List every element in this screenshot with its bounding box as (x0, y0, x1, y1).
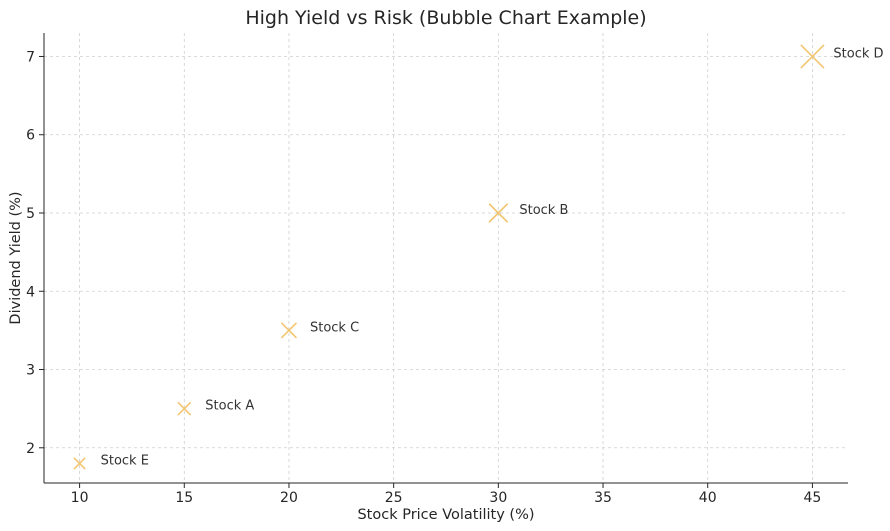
data-point-stroke (488, 203, 509, 223)
grid (44, 33, 848, 483)
point-label: Stock B (519, 203, 568, 218)
data-point (177, 401, 192, 416)
data-point-stroke (177, 401, 192, 416)
y-tick-label: 2 (26, 441, 35, 457)
y-tick-label: 7 (26, 49, 35, 65)
x-tick-label: 35 (594, 490, 612, 506)
x-tick-label: 25 (385, 490, 403, 506)
data-point (488, 203, 509, 223)
y-tick-label: 6 (26, 128, 35, 144)
x-tick-label: 10 (71, 490, 89, 506)
data-point-stroke (280, 322, 298, 339)
y-tick-label: 3 (26, 363, 35, 379)
data-point (800, 44, 825, 69)
point-label: Stock C (310, 320, 359, 335)
x-tick-label: 15 (175, 490, 193, 506)
x-tick-label: 30 (489, 490, 507, 506)
x-axis-label: Stock Price Volatility (%) (357, 507, 534, 523)
point-label: Stock A (205, 399, 254, 414)
point-label: Stock E (101, 453, 149, 468)
x-tick-label: 45 (803, 490, 821, 506)
y-axis-label: Dividend Yield (%) (8, 191, 24, 324)
x-tick-label: 20 (280, 490, 298, 506)
data-point (73, 457, 86, 470)
data-point-stroke (73, 457, 86, 470)
data-point-stroke (800, 44, 825, 69)
x-tick-label: 40 (699, 490, 717, 506)
y-tick-label: 5 (26, 206, 35, 222)
data-point (280, 322, 298, 339)
axes (39, 33, 848, 488)
data-points (73, 44, 825, 470)
chart-title: High Yield vs Risk (Bubble Chart Example… (245, 7, 646, 29)
y-tick-label: 4 (26, 284, 35, 300)
point-label: Stock D (833, 46, 883, 61)
point-labels: Stock A Stock B Stock C Stock D Stock E (101, 46, 884, 468)
